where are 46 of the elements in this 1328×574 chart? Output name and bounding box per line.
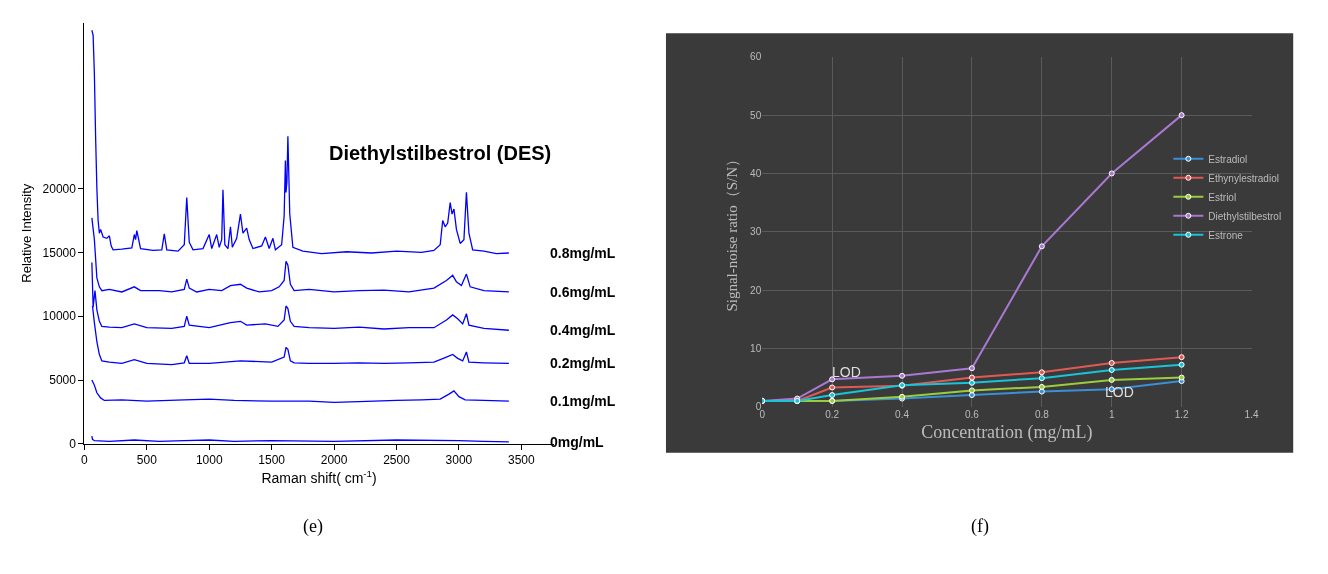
x-tick-label: 3500 [508,453,536,468]
y-tick-label: 30 [750,226,762,238]
x-axis-title: Raman shift( cm$^{-1}$) [261,467,377,486]
legend-label: Estradiol [1208,153,1248,165]
y-tick-label: 40 [750,167,762,179]
y-tick-label: 15000 [42,245,77,260]
legend-label: Estriol [1208,191,1237,203]
x-axis-title: Concentration (mg/mL) [921,421,1093,443]
y-tick-label: 60 [750,51,762,63]
text: Diethylstilbestrol (DES) [329,142,552,164]
text: 0.2mg/mL [550,355,616,371]
x-tick-label: 1000 [195,453,223,468]
x-tick-label: 2000 [320,453,348,468]
y-axis-title: Relative Intensity [18,183,34,283]
text: 0.8mg/mL [550,245,616,261]
x-tick-label: 500 [136,453,158,468]
text: 0mg/mL [550,434,605,450]
x-tick-label: 0.2 [825,408,840,420]
x-tick-label: 3000 [445,453,473,468]
y-tick-label: 10000 [42,309,77,324]
text: (f) [971,516,989,537]
y-tick-label: 10 [750,342,762,354]
legend-label: Diethylstilbestrol [1208,210,1282,222]
x-tick-label: 0 [81,453,89,468]
annotation: LOD [1105,384,1134,400]
text: 0.1mg/mL [550,393,616,409]
x-tick-label: 1.2 [1174,408,1190,420]
y-tick-label: 5000 [49,373,77,388]
y-tick-label: 20000 [42,181,77,196]
y-axis-title: Signal-noise ratio（S/N） [724,151,741,312]
legend-label: Ethynylestradiol [1208,172,1279,184]
x-tick-label: 1.4 [1244,408,1259,420]
y-tick-label: 20 [750,284,762,296]
x-tick-label: 0.4 [895,408,910,420]
text: (e) [303,516,323,537]
annotation: LOD [832,364,861,380]
x-tick-label: 1 [1108,408,1115,420]
x-tick-label: 2500 [383,453,411,468]
y-tick-label: 0 [69,437,77,452]
legend-label: Estrone [1208,229,1244,241]
x-tick-label: 0.6 [964,408,980,420]
text: 0.6mg/mL [550,284,616,300]
y-tick-label: 50 [750,109,762,121]
x-tick-label: 0.8 [1034,408,1050,420]
x-tick-label: 1500 [258,453,286,468]
text: 0.4mg/mL [550,322,616,338]
